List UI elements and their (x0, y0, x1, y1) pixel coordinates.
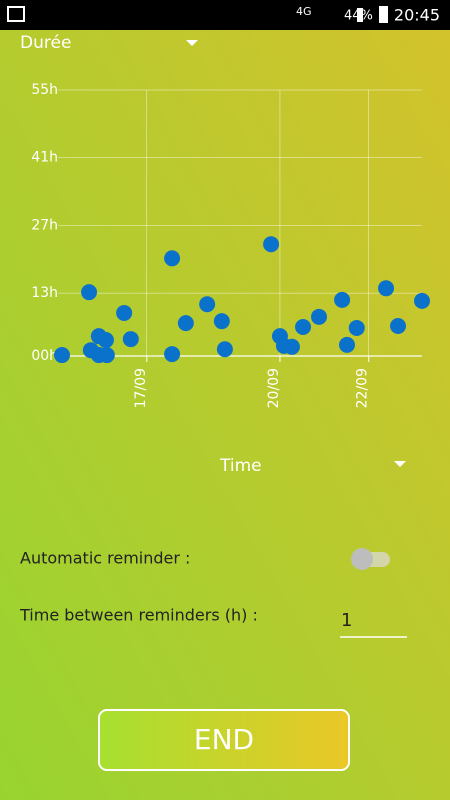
data-point (414, 292, 430, 309)
network: 4G (296, 5, 312, 18)
data-point (164, 250, 181, 267)
data-point (53, 347, 70, 364)
data-point (213, 313, 230, 330)
reminder-label: Automatic reminder : (20, 549, 190, 568)
data-point (122, 331, 139, 348)
interval-label: Time between reminders (h) : (19, 606, 258, 625)
end-button-label[interactable]: END (194, 723, 254, 756)
dropdown-arrow[interactable] (186, 40, 198, 46)
status-bar (0, 0, 450, 30)
interval-input[interactable]: 1 (341, 610, 352, 631)
data-point (378, 280, 395, 297)
data-point (81, 284, 98, 301)
data-point (199, 296, 216, 313)
y-tick-label: 55h (31, 82, 58, 98)
y-tick-label: 27h (31, 217, 58, 233)
signal-icon (357, 8, 363, 22)
gallery-icon (7, 6, 25, 22)
data-point (338, 336, 355, 353)
data-point (311, 308, 328, 325)
toggle-knob[interactable] (351, 548, 373, 570)
battery-text: 44% (344, 9, 373, 24)
metric-dropdown[interactable]: Durée (20, 33, 71, 53)
data-point (216, 341, 233, 358)
data-point (98, 347, 115, 364)
x-tick-label: 17/09 (133, 368, 149, 408)
y-tick-label: 41h (31, 150, 58, 166)
data-point (283, 338, 300, 355)
data-point (97, 332, 114, 349)
x-tick-label: 20/09 (266, 368, 282, 408)
data-point (295, 318, 312, 335)
data-point (177, 315, 194, 332)
data-point (164, 346, 181, 363)
data-point (334, 291, 351, 308)
data-point (390, 318, 407, 335)
x-tick-label: 22/09 (355, 368, 371, 408)
data-point (263, 236, 280, 253)
y-tick-label: 00h (31, 348, 58, 364)
y-tick-label: 13h (31, 285, 58, 301)
dropdown-arrow[interactable] (394, 461, 406, 467)
data-point (348, 319, 365, 336)
data-point (116, 304, 133, 321)
axis-dropdown[interactable]: Time (219, 456, 262, 476)
end-button[interactable] (98, 709, 350, 771)
chart: 00h 13h 27h 41h 55h 17/09 20/09 22/09 (31, 82, 430, 408)
battery-icon (379, 6, 388, 23)
clock: 20:45 (394, 6, 440, 25)
